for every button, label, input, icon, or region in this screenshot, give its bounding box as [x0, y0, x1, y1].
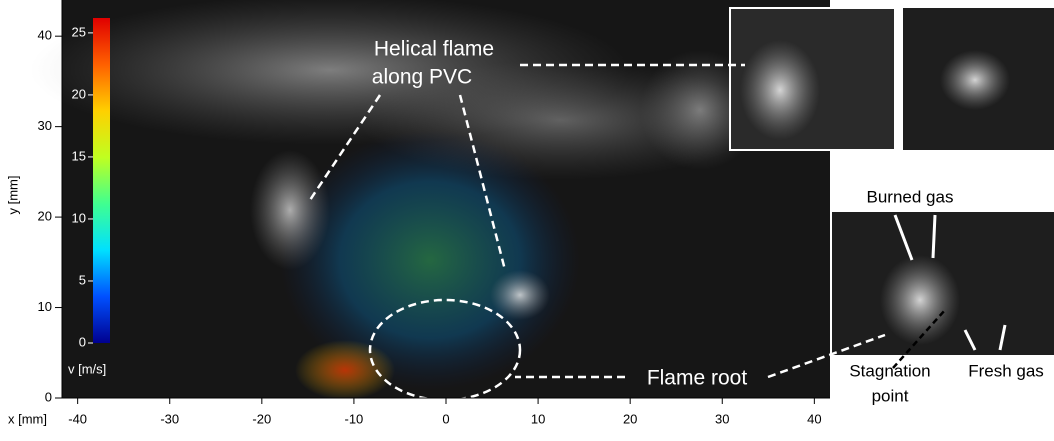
- y-tick-label: 30: [38, 118, 52, 133]
- annotation: Fresh gas: [968, 361, 1044, 380]
- annotation: along PVC: [372, 66, 472, 89]
- x-tick-label: -20: [252, 411, 271, 426]
- colorbar-tick-label: 20: [72, 86, 86, 101]
- x-axis-label: x [mm]: [8, 411, 47, 426]
- x-tick-label: -10: [345, 411, 364, 426]
- y-tick-label: 20: [38, 209, 52, 224]
- x-tick-label: -30: [160, 411, 179, 426]
- annotation: point: [872, 386, 909, 405]
- annotation: Flame root: [647, 367, 748, 390]
- x-tick-label: 0: [442, 411, 449, 426]
- x-tick-label: -40: [68, 411, 87, 426]
- velocity-field: [295, 340, 395, 400]
- x-tick-label: 10: [531, 411, 545, 426]
- flame-glow: [250, 150, 330, 270]
- x-tick-label: 30: [715, 411, 729, 426]
- y-axis-label: y [mm]: [5, 176, 20, 215]
- annotation: Helical flame: [374, 38, 494, 61]
- y-tick-label: 10: [38, 299, 52, 314]
- colorbar-tick-label: 10: [72, 210, 86, 225]
- colorbar-tick-label: 5: [79, 272, 86, 287]
- colorbar: [93, 18, 110, 343]
- figure: Helical flame along PVC Flame root Burne…: [0, 0, 1054, 436]
- y-tick-label: 40: [38, 28, 52, 43]
- x-tick-label: 20: [623, 411, 637, 426]
- colorbar-tick-label: 25: [72, 24, 86, 39]
- inset-glow: [880, 255, 960, 345]
- colorbar-label: v [m/s]: [68, 361, 106, 376]
- inset-glow: [940, 50, 1010, 110]
- inset-glow: [740, 40, 820, 140]
- flame-glow: [490, 270, 550, 320]
- colorbar-tick-label: 0: [79, 334, 86, 349]
- annotation: Stagnation: [849, 361, 930, 380]
- annotation: Burned gas: [867, 187, 954, 206]
- y-tick-label: 0: [45, 389, 52, 404]
- colorbar-tick-label: 15: [72, 148, 86, 163]
- x-tick-label: 40: [807, 411, 821, 426]
